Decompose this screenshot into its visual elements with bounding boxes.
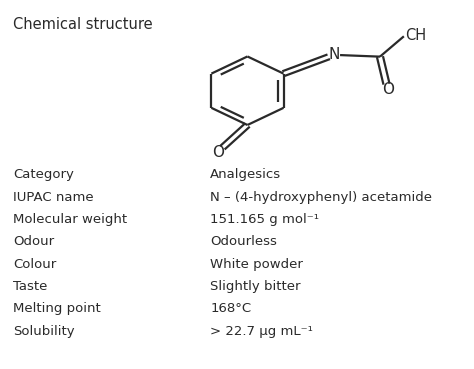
Text: 168°C: 168°C bbox=[210, 303, 251, 315]
Text: Analgesics: Analgesics bbox=[210, 168, 282, 181]
Text: Melting point: Melting point bbox=[13, 303, 100, 315]
Text: IUPAC name: IUPAC name bbox=[13, 191, 93, 204]
Text: O: O bbox=[382, 82, 394, 97]
Text: > 22.7 μg mL⁻¹: > 22.7 μg mL⁻¹ bbox=[210, 325, 313, 338]
Text: N – (4-hydroxyphenyl) acetamide: N – (4-hydroxyphenyl) acetamide bbox=[210, 191, 432, 204]
Text: O: O bbox=[212, 145, 224, 159]
Text: Odour: Odour bbox=[13, 235, 54, 248]
Text: Chemical structure: Chemical structure bbox=[13, 17, 153, 32]
Text: Slightly bitter: Slightly bitter bbox=[210, 280, 301, 293]
Text: N: N bbox=[328, 47, 340, 62]
Text: 151.165 g mol⁻¹: 151.165 g mol⁻¹ bbox=[210, 213, 319, 226]
Text: Odourless: Odourless bbox=[210, 235, 277, 248]
Text: Solubility: Solubility bbox=[13, 325, 74, 338]
Text: Colour: Colour bbox=[13, 258, 56, 271]
Text: Molecular weight: Molecular weight bbox=[13, 213, 127, 226]
Text: Category: Category bbox=[13, 168, 74, 181]
Text: CH: CH bbox=[405, 28, 427, 42]
Text: Taste: Taste bbox=[13, 280, 47, 293]
Text: White powder: White powder bbox=[210, 258, 303, 271]
